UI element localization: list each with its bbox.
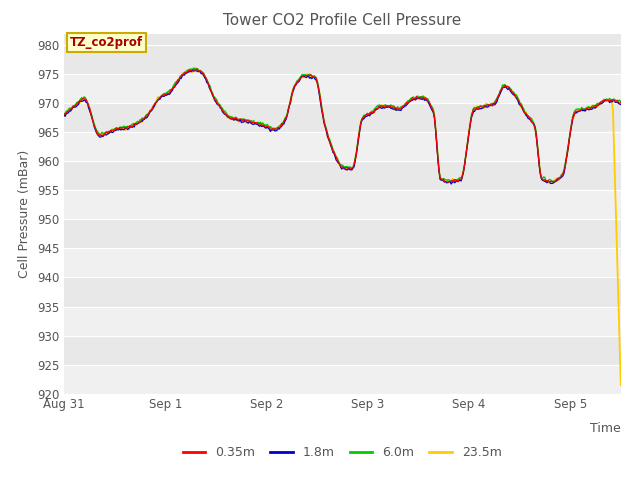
Bar xyxy=(64,191,621,219)
Title: Tower CO2 Profile Cell Pressure: Tower CO2 Profile Cell Pressure xyxy=(223,13,461,28)
Bar xyxy=(64,307,621,336)
Bar xyxy=(64,74,621,103)
Text: Time: Time xyxy=(590,422,621,435)
Bar xyxy=(64,365,621,394)
Bar xyxy=(64,132,621,161)
Legend: 0.35m, 1.8m, 6.0m, 23.5m: 0.35m, 1.8m, 6.0m, 23.5m xyxy=(178,441,507,464)
Y-axis label: Cell Pressure (mBar): Cell Pressure (mBar) xyxy=(18,149,31,278)
Text: TZ_co2prof: TZ_co2prof xyxy=(70,36,143,49)
Bar xyxy=(64,249,621,277)
